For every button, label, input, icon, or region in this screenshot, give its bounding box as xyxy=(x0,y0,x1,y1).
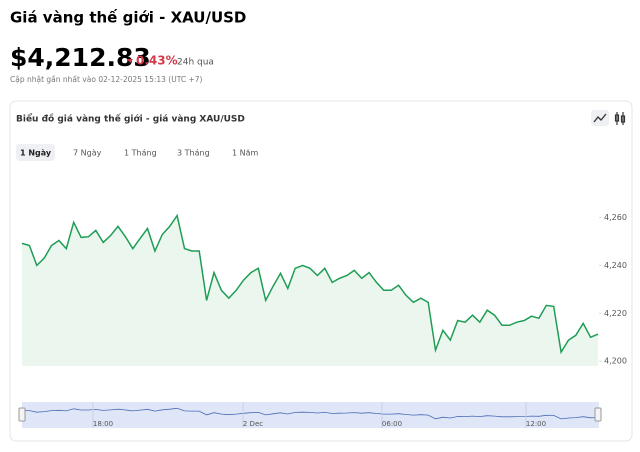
tab-active-bg xyxy=(16,144,55,161)
change-period: 24h qua xyxy=(177,58,214,68)
area xyxy=(22,215,598,366)
line-icon xyxy=(593,113,607,123)
navigator-label: 12:00 xyxy=(526,420,546,428)
navigator-handle[interactable] xyxy=(594,407,602,422)
page-title: Giá vàng thế giới - XAU/USD xyxy=(10,8,246,27)
navigator-line xyxy=(21,407,599,420)
candle-icon[interactable] xyxy=(614,112,626,125)
tab[interactable]: 1 Ngày xyxy=(20,149,52,158)
change: 0.43% xyxy=(136,54,178,68)
updated: Cập nhật gần nhất vào 02-12-2025 15:13 (… xyxy=(10,75,203,84)
price-line xyxy=(21,213,599,355)
navigator-label: 2 Dec xyxy=(243,420,263,428)
tab[interactable]: 1 Năm xyxy=(232,149,259,158)
navigator xyxy=(22,402,599,428)
card-title: Biểu đồ giá vàng thế giới - giá vàng XAU… xyxy=(16,113,245,125)
price: $4,212.83 xyxy=(10,43,151,72)
line-icon-button[interactable] xyxy=(591,110,609,126)
tab[interactable]: 3 Tháng xyxy=(177,149,210,158)
navigator-handle[interactable] xyxy=(18,407,26,422)
navigator-label: 18:00 xyxy=(93,420,113,428)
tab[interactable]: 7 Ngày xyxy=(73,149,102,158)
y-tick-label: 4,200 xyxy=(604,357,627,366)
y-tick-label: 4,220 xyxy=(604,309,627,318)
down-arrow xyxy=(127,59,133,63)
y-tick-label: 4,260 xyxy=(604,213,627,222)
navigator-label: 06:00 xyxy=(382,420,402,428)
y-tick-label: 4,240 xyxy=(604,261,627,270)
tab[interactable]: 1 Tháng xyxy=(124,149,157,158)
